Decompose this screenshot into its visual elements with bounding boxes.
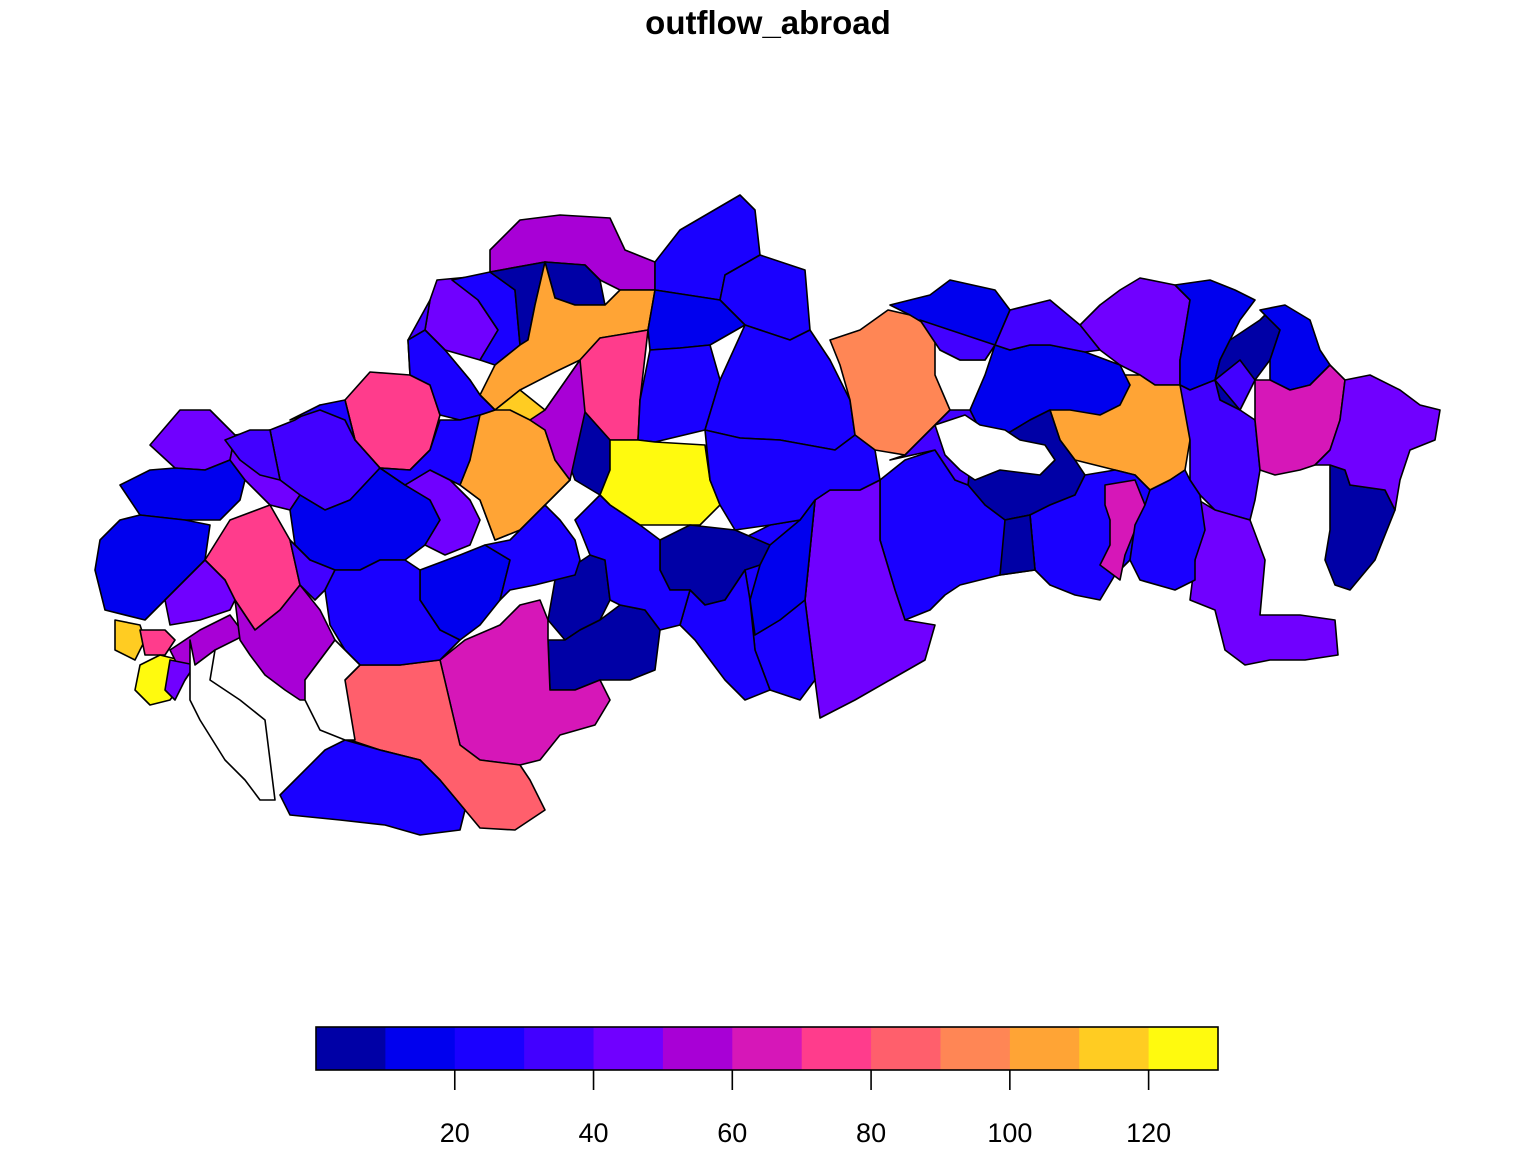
legend-swatch-3 <box>524 1027 595 1070</box>
region-banska-bystrica <box>704 429 881 531</box>
region-zilina <box>919 299 1101 361</box>
region-puchov <box>379 414 481 486</box>
region-kosice-city <box>1099 479 1146 581</box>
legend-swatch-12 <box>1148 1027 1219 1070</box>
region-galanta <box>164 559 236 626</box>
region-ruzomberok <box>529 359 586 481</box>
legend-swatch-0 <box>316 1027 386 1070</box>
region-sala <box>304 639 361 741</box>
region-poltar <box>749 499 816 636</box>
region-bratislava-i <box>139 629 176 656</box>
region-kosice-i <box>934 414 1056 481</box>
legend-swatch-10 <box>1009 1027 1080 1070</box>
legend-swatch-8 <box>871 1027 941 1070</box>
region-zarnovica <box>484 504 581 601</box>
legend-tick-label: 120 <box>1126 1118 1171 1148</box>
legend-swatch-2 <box>454 1027 525 1070</box>
region-nove-mesto <box>354 439 406 486</box>
legend-swatch-7 <box>801 1027 872 1070</box>
region-kosice-okolie <box>1129 469 1206 591</box>
region-banovce <box>224 429 281 481</box>
region-brezno <box>599 439 721 526</box>
region-komarno <box>279 739 466 836</box>
region-ziar <box>574 494 691 631</box>
region-sobrance <box>1314 374 1441 511</box>
region-dolny-kubin <box>407 329 496 421</box>
region-dunajska-streda <box>189 639 276 801</box>
legend-border <box>315 1026 1219 1071</box>
legend-tick-label: 60 <box>717 1118 747 1148</box>
legend-tick-label: 20 <box>440 1118 470 1148</box>
region-orava-tvrdosin <box>479 261 656 411</box>
region-prievidza <box>1214 359 1256 411</box>
region-bratislava-ii <box>114 619 146 661</box>
legend-swatch-4 <box>593 1027 664 1070</box>
legend-tick-label: 100 <box>987 1118 1032 1148</box>
map-title: outflow_abroad <box>645 4 891 41</box>
region-gelnica <box>999 514 1036 576</box>
region-velky-krtis <box>679 569 771 701</box>
legend-tick-label: 80 <box>856 1118 886 1148</box>
region-michalovce <box>1189 494 1339 666</box>
region-malacky <box>94 514 211 621</box>
legend-tick-label: 40 <box>579 1118 609 1148</box>
legend-swatch-5 <box>662 1027 733 1070</box>
legend-swatch-6 <box>732 1027 803 1070</box>
legend-swatch-11 <box>1079 1027 1150 1070</box>
legend-swatch-9 <box>940 1027 1011 1070</box>
legend-swatch-1 <box>385 1027 456 1070</box>
